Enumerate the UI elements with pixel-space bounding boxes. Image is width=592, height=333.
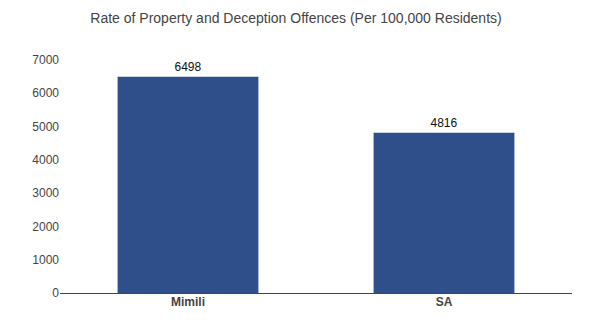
svg-text:6000: 6000: [32, 86, 59, 100]
svg-text:3000: 3000: [32, 186, 59, 200]
svg-text:6498: 6498: [174, 60, 201, 74]
svg-text:5000: 5000: [32, 120, 59, 134]
svg-text:4000: 4000: [32, 153, 59, 167]
svg-text:7000: 7000: [32, 53, 59, 67]
svg-text:SA: SA: [436, 295, 453, 309]
svg-text:Mimili: Mimili: [171, 295, 205, 309]
svg-text:1000: 1000: [32, 253, 59, 267]
svg-text:Rate of Property and Deception: Rate of Property and Deception Offences …: [90, 10, 501, 26]
svg-text:0: 0: [52, 286, 59, 300]
svg-text:2000: 2000: [32, 220, 59, 234]
svg-text:4816: 4816: [430, 116, 457, 130]
